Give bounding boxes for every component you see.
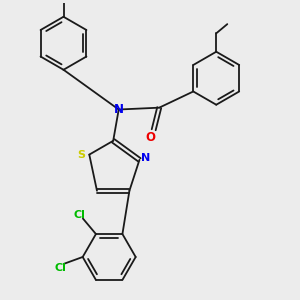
Text: Cl: Cl (73, 210, 85, 220)
Text: S: S (77, 150, 85, 160)
Text: N: N (114, 103, 124, 116)
Text: Cl: Cl (54, 262, 66, 273)
Text: N: N (141, 153, 151, 163)
Text: O: O (146, 130, 156, 144)
